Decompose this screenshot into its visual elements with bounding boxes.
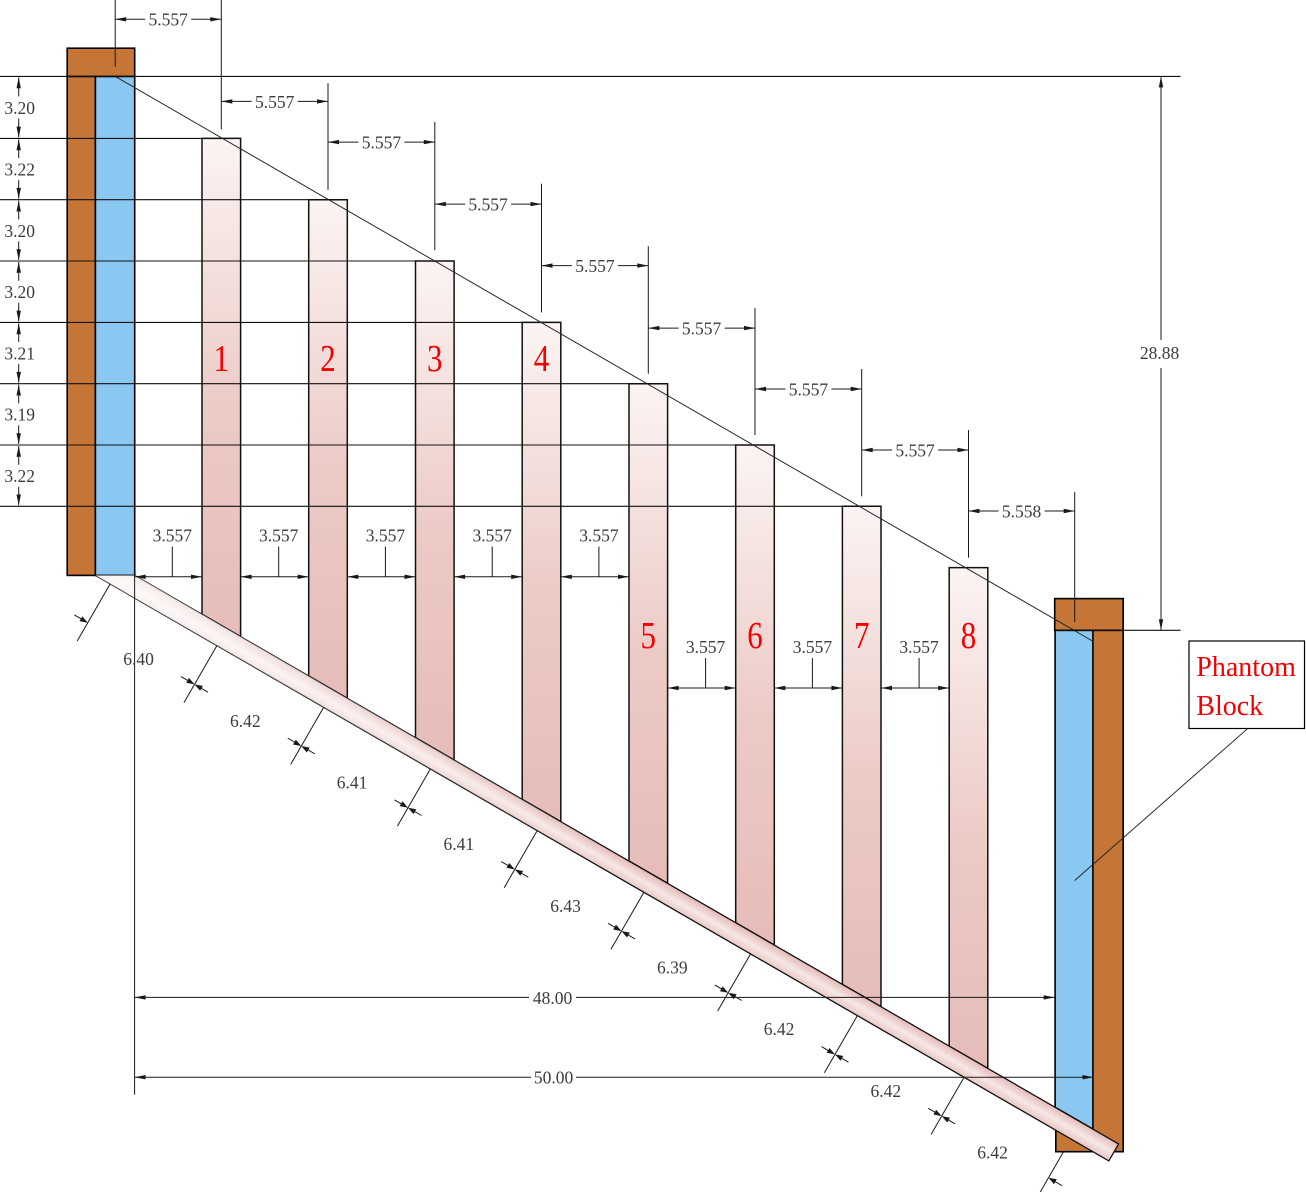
svg-text:5.557: 5.557 (255, 92, 295, 112)
svg-text:6.43: 6.43 (550, 896, 581, 916)
svg-text:3.557: 3.557 (793, 637, 833, 657)
svg-text:1: 1 (214, 338, 230, 380)
svg-text:3.22: 3.22 (4, 160, 35, 180)
svg-text:2: 2 (320, 338, 336, 380)
svg-text:3.557: 3.557 (899, 637, 939, 657)
svg-text:6: 6 (747, 615, 763, 657)
svg-text:3.20: 3.20 (4, 221, 35, 241)
svg-text:3.557: 3.557 (153, 525, 193, 545)
svg-text:3: 3 (427, 338, 443, 380)
svg-text:3.557: 3.557 (579, 525, 619, 545)
svg-text:5.557: 5.557 (575, 256, 615, 276)
svg-text:5.557: 5.557 (468, 195, 508, 215)
svg-text:6.39: 6.39 (657, 958, 688, 978)
svg-text:48.00: 48.00 (533, 988, 573, 1008)
svg-text:5.557: 5.557 (149, 10, 189, 30)
svg-text:4: 4 (534, 338, 550, 380)
svg-text:Block: Block (1196, 691, 1263, 722)
svg-text:6.42: 6.42 (764, 1019, 795, 1039)
svg-text:5.557: 5.557 (895, 440, 935, 460)
svg-text:3.22: 3.22 (4, 466, 35, 486)
svg-text:6.42: 6.42 (230, 711, 261, 731)
svg-text:3.20: 3.20 (4, 98, 35, 118)
svg-text:6.41: 6.41 (337, 773, 368, 793)
svg-text:8: 8 (961, 615, 977, 657)
svg-text:50.00: 50.00 (534, 1068, 574, 1088)
svg-text:6.42: 6.42 (977, 1143, 1008, 1163)
svg-text:5: 5 (641, 615, 657, 657)
svg-text:3.21: 3.21 (4, 343, 35, 363)
svg-text:3.557: 3.557 (366, 525, 406, 545)
svg-text:7: 7 (854, 615, 870, 657)
svg-text:6.41: 6.41 (443, 834, 474, 854)
svg-text:3.557: 3.557 (259, 525, 299, 545)
svg-text:6.42: 6.42 (870, 1081, 901, 1101)
svg-text:5.557: 5.557 (789, 379, 829, 399)
svg-text:5.557: 5.557 (682, 319, 722, 339)
svg-text:5.558: 5.558 (1002, 501, 1042, 521)
svg-text:Phantom: Phantom (1196, 652, 1296, 683)
svg-text:6.40: 6.40 (123, 649, 154, 669)
svg-text:3.557: 3.557 (473, 525, 513, 545)
svg-text:28.88: 28.88 (1140, 343, 1180, 363)
svg-text:5.557: 5.557 (362, 133, 402, 153)
svg-text:3.19: 3.19 (4, 405, 35, 425)
svg-text:3.20: 3.20 (4, 282, 35, 302)
svg-text:3.557: 3.557 (686, 637, 726, 657)
